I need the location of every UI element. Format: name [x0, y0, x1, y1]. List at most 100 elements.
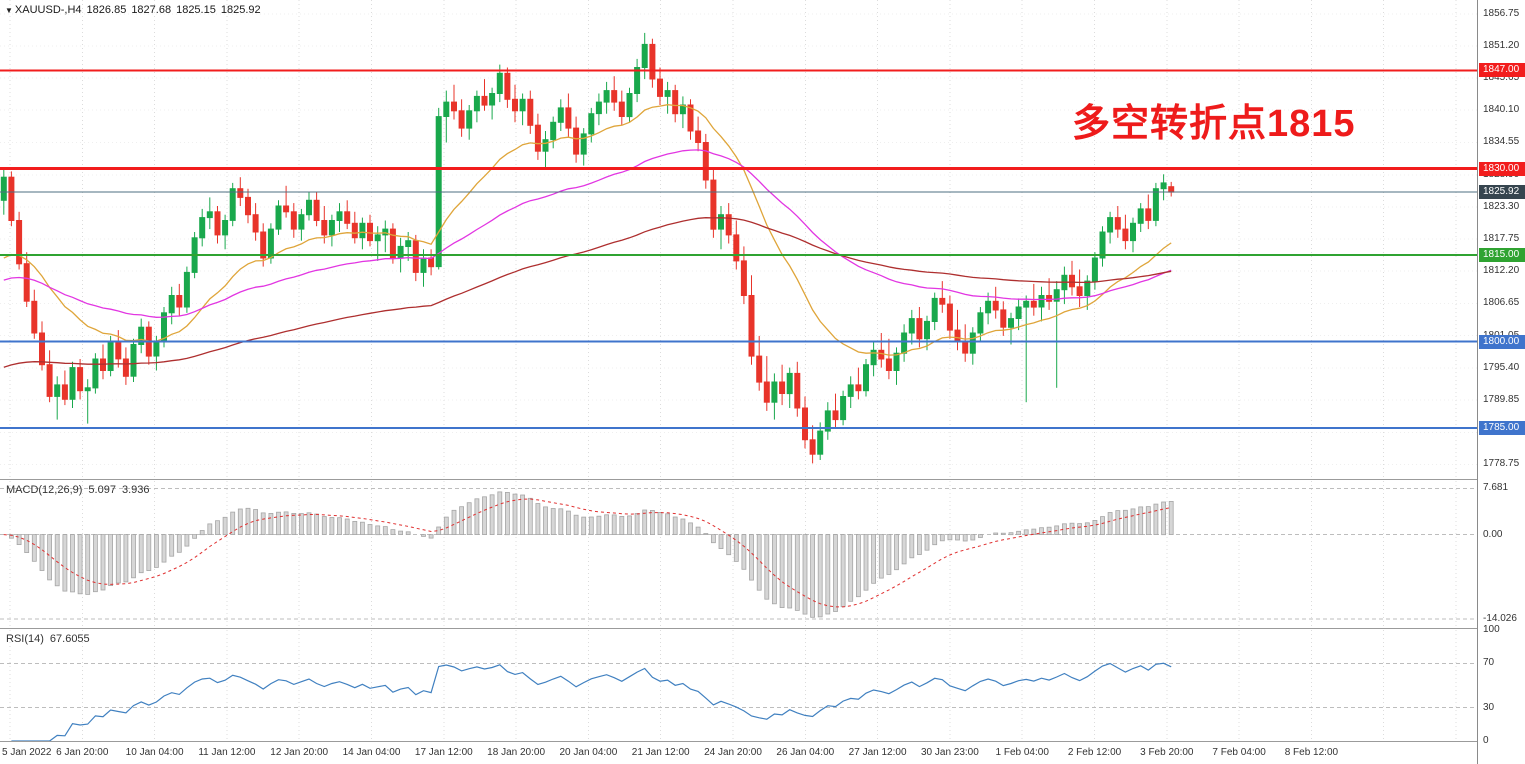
time-axis-label: 7 Feb 04:00: [1212, 747, 1266, 758]
candle-body: [359, 222, 366, 239]
candle-body: [824, 410, 831, 432]
candle-body: [328, 220, 335, 236]
price-axis[interactable]: 1856.751851.201845.651840.101834.551828.…: [1477, 0, 1525, 764]
candle-body: [565, 107, 572, 129]
candle-body: [382, 228, 389, 236]
candle-body: [542, 139, 549, 152]
macd-panel[interactable]: MACD(12,26,9) 5.097 3.936: [0, 481, 1478, 628]
dropdown-arrow-icon[interactable]: ▼: [5, 6, 13, 15]
rsi-axis-label: 30: [1483, 701, 1495, 713]
price-level-badge: 1800.00: [1479, 334, 1525, 349]
candle-body: [275, 205, 282, 230]
candle-body: [405, 240, 412, 247]
rsi-canvas[interactable]: [0, 630, 1478, 741]
candle-body: [61, 384, 68, 400]
candle-body: [695, 130, 702, 143]
candle-body: [473, 95, 480, 112]
candle-body: [1114, 217, 1121, 230]
candle-body: [489, 93, 496, 106]
candle-body: [786, 372, 793, 395]
candle-body: [1069, 274, 1075, 288]
candle-body: [367, 222, 373, 242]
candle-body: [657, 78, 663, 97]
candle-body: [8, 176, 15, 221]
candle-body: [924, 320, 930, 340]
price-axis-label: 1856.75: [1483, 8, 1520, 20]
candle-body: [1076, 286, 1083, 296]
price-axis-label: 1823.30: [1483, 201, 1520, 213]
candle-body: [954, 329, 961, 343]
time-axis-label: 11 Jan 12:00: [198, 747, 256, 758]
candle-body: [756, 355, 763, 383]
price-chart-panel[interactable]: ▼ XAUUSD-,H4 1826.85 1827.68 1825.15 1825.92 …: [0, 0, 1478, 479]
candle-body: [336, 211, 343, 222]
candle-body: [1107, 217, 1114, 233]
ma-fast-line: [3, 104, 1172, 356]
macd-axis-label: 7.681: [1483, 482, 1509, 494]
price-axis-label: 1845.65: [1483, 72, 1520, 84]
candle-body: [1008, 318, 1014, 328]
candle-body: [916, 318, 923, 340]
candle-body: [840, 396, 847, 421]
price-axis-label: 1851.20: [1483, 40, 1520, 52]
time-axis-label: 14 Jan 04:00: [342, 747, 401, 758]
candle-body: [557, 107, 564, 123]
candle-body: [267, 228, 274, 259]
close-value: 1825.92: [220, 4, 261, 16]
candle-body: [428, 257, 435, 268]
time-axis-label: 10 Jan 04:00: [125, 747, 184, 758]
candle-body: [214, 211, 221, 236]
candle-body: [809, 439, 816, 455]
candle-body: [931, 297, 938, 322]
rsi-axis-label: 0: [1483, 735, 1489, 746]
candle-body: [1152, 188, 1159, 221]
panel-separator[interactable]: [0, 628, 1525, 629]
candle-body: [0, 176, 7, 201]
time-axis[interactable]: 5 Jan 2022 6 Jan 20:00 10 Jan 04:00 11 Jan …: [0, 742, 1478, 764]
macd-axis-label: 0.00: [1483, 528, 1503, 540]
candle-body: [664, 90, 671, 97]
candle-body: [389, 228, 396, 259]
candle-body: [710, 179, 717, 230]
candle-body: [893, 352, 900, 372]
candle-body: [1023, 300, 1030, 308]
time-axis-label: 12 Jan 20:00: [270, 747, 329, 758]
candle-body: [1015, 306, 1022, 319]
price-level-badge: 1830.00: [1479, 161, 1525, 176]
macd-canvas[interactable]: [0, 481, 1478, 628]
candle-body: [420, 257, 427, 273]
candle-body: [641, 43, 648, 69]
candle-body: [237, 188, 244, 198]
candle-body: [16, 220, 23, 265]
candle-body: [878, 349, 885, 360]
macd-header: MACD(12,26,9) 5.097 3.936: [6, 484, 155, 496]
candle-body: [122, 358, 129, 377]
candle-body: [23, 263, 30, 302]
candle-body: [69, 367, 76, 400]
candle-body: [603, 90, 610, 103]
macd-main-value: 5.097: [88, 484, 116, 496]
candle-body: [1130, 222, 1136, 242]
candle-body: [611, 90, 618, 103]
candle-body: [946, 303, 953, 331]
price-axis-label: 1778.75: [1483, 458, 1520, 470]
candle-body: [733, 234, 740, 262]
price-axis-label: 1834.55: [1483, 136, 1520, 148]
rsi-line: [11, 662, 1172, 741]
time-axis-label: 5 Jan 2022: [2, 747, 52, 758]
candle-body: [1091, 257, 1098, 282]
panel-separator[interactable]: [0, 479, 1525, 480]
candle-body: [1053, 289, 1060, 302]
time-axis-label: 21 Jan 12:00: [631, 747, 690, 758]
candle-body: [672, 90, 679, 115]
rsi-panel[interactable]: RSI(14) 67.6055: [0, 630, 1478, 741]
candle-body: [649, 43, 656, 80]
candle-body: [550, 121, 557, 141]
candle-body: [1030, 300, 1037, 308]
time-axis-label: 24 Jan 20:00: [704, 747, 762, 758]
candle-body: [313, 199, 320, 222]
candle-body: [458, 110, 465, 129]
price-chart-canvas[interactable]: [0, 0, 1478, 479]
candle-body: [512, 98, 518, 112]
candle-body: [847, 384, 854, 397]
